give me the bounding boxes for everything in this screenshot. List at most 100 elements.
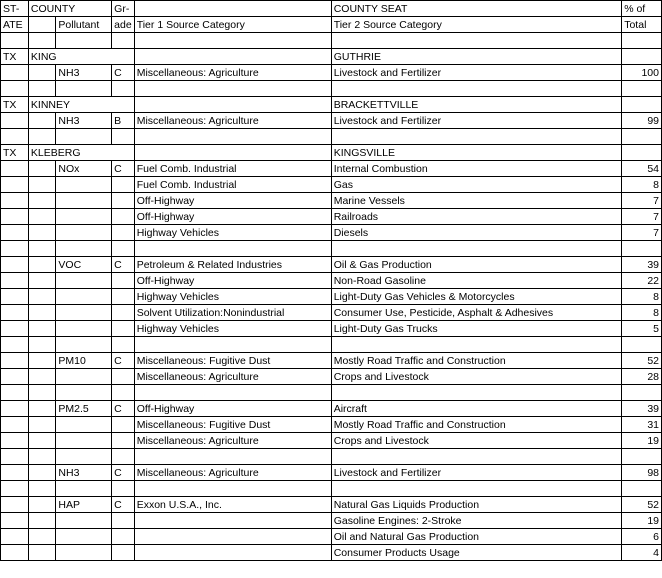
cell-seat: BRACKETTVILLE [331,97,622,113]
cell-tier1: Miscellaneous: Agriculture [134,65,331,81]
cell-pct [622,337,662,353]
cell-pollutant [56,289,112,305]
cell-grade [112,433,135,449]
cell-pct [622,81,662,97]
cell-pollutant: PM2.5 [56,401,112,417]
cell-tier2 [331,449,622,465]
cell-pct: 7 [622,225,662,241]
cell-pollutant: PM10 [56,353,112,369]
cell-pct: 52 [622,353,662,369]
table-row: Highway VehiclesLight-Duty Gas Vehicles … [1,289,662,305]
cell-tier1 [134,241,331,257]
cell-tier2 [331,385,622,401]
cell-pct: 52 [622,497,662,513]
cell-state [1,401,29,417]
cell-tier1 [134,513,331,529]
table-row: Fuel Comb. IndustrialGas8 [1,177,662,193]
cell-county [28,209,55,225]
table-row [1,81,662,97]
cell-county [28,177,55,193]
cell-tier1: Off-Highway [134,193,331,209]
cell-pollutant [56,433,112,449]
table-row: HAPCExxon U.S.A., Inc.Natural Gas Liquid… [1,497,662,513]
hdr-pct1: % of [622,1,662,17]
cell-state [1,305,29,321]
cell-state [1,177,29,193]
cell-pollutant [56,305,112,321]
cell-state [1,353,29,369]
cell-grade [112,385,135,401]
cell-tier1 [134,529,331,545]
cell-grade [112,241,135,257]
cell-pollutant: NH3 [56,113,112,129]
cell-county: KING [28,49,134,65]
cell-state [1,193,29,209]
cell-pollutant [56,225,112,241]
cell-grade: C [112,257,135,273]
cell-state [1,385,29,401]
cell-pct: 39 [622,401,662,417]
cell-state [1,449,29,465]
cell-pollutant [56,193,112,209]
cell-grade [112,337,135,353]
cell-pct: 7 [622,193,662,209]
cell-tier2: Livestock and Fertilizer [331,113,622,129]
cell-tier1 [134,545,331,561]
cell-tier1: Miscellaneous: Fugitive Dust [134,417,331,433]
cell-county [28,353,55,369]
cell-county [28,513,55,529]
cell-tier1 [134,385,331,401]
cell-county [28,369,55,385]
cell-tier1: Miscellaneous: Agriculture [134,465,331,481]
cell-state [1,289,29,305]
cell-state [1,241,29,257]
hdr-tier1: Tier 1 Source Category [134,17,331,33]
cell-pollutant [56,337,112,353]
cell-pollutant [56,529,112,545]
table-row: VOCCPetroleum & Related IndustriesOil & … [1,257,662,273]
cell-state [1,161,29,177]
cell-pct: 4 [622,545,662,561]
cell-state [1,225,29,241]
cell-state [1,545,29,561]
cell-tier1: Miscellaneous: Fugitive Dust [134,353,331,369]
table-row: TXKINNEYBRACKETTVILLE [1,97,662,113]
cell-grade [112,225,135,241]
cell-grade [112,33,135,49]
cell-county [28,225,55,241]
cell-pollutant [56,273,112,289]
cell-tier1: Miscellaneous: Agriculture [134,369,331,385]
cell-pct [622,449,662,465]
cell-grade [112,273,135,289]
cell-tier1 [134,97,331,113]
table-row: NH3BMiscellaneous: AgricultureLivestock … [1,113,662,129]
table-row: PM2.5COff-HighwayAircraft39 [1,401,662,417]
cell-tier1 [134,129,331,145]
cell-tier1 [134,81,331,97]
cell-pollutant: NH3 [56,65,112,81]
cell-state [1,337,29,353]
cell-pollutant [56,33,112,49]
cell-tier2: Gas [331,177,622,193]
cell-pollutant [56,177,112,193]
cell-state [1,417,29,433]
cell-county [28,33,55,49]
table-row: Consumer Products Usage4 [1,545,662,561]
cell-tier1: Highway Vehicles [134,321,331,337]
table-row [1,33,662,49]
cell-pct [622,49,662,65]
table-row [1,385,662,401]
cell-county [28,401,55,417]
table-row: TXKINGGUTHRIE [1,49,662,65]
cell-state [1,81,29,97]
hdr-tier1-blank [134,1,331,17]
cell-tier1: Off-Highway [134,273,331,289]
table-row: NH3CMiscellaneous: AgricultureLivestock … [1,465,662,481]
cell-county [28,257,55,273]
cell-county: KINNEY [28,97,134,113]
cell-tier1 [134,49,331,65]
cell-state [1,513,29,529]
cell-tier2: Consumer Products Usage [331,545,622,561]
hdr-pct2: Total [622,17,662,33]
cell-pollutant: HAP [56,497,112,513]
